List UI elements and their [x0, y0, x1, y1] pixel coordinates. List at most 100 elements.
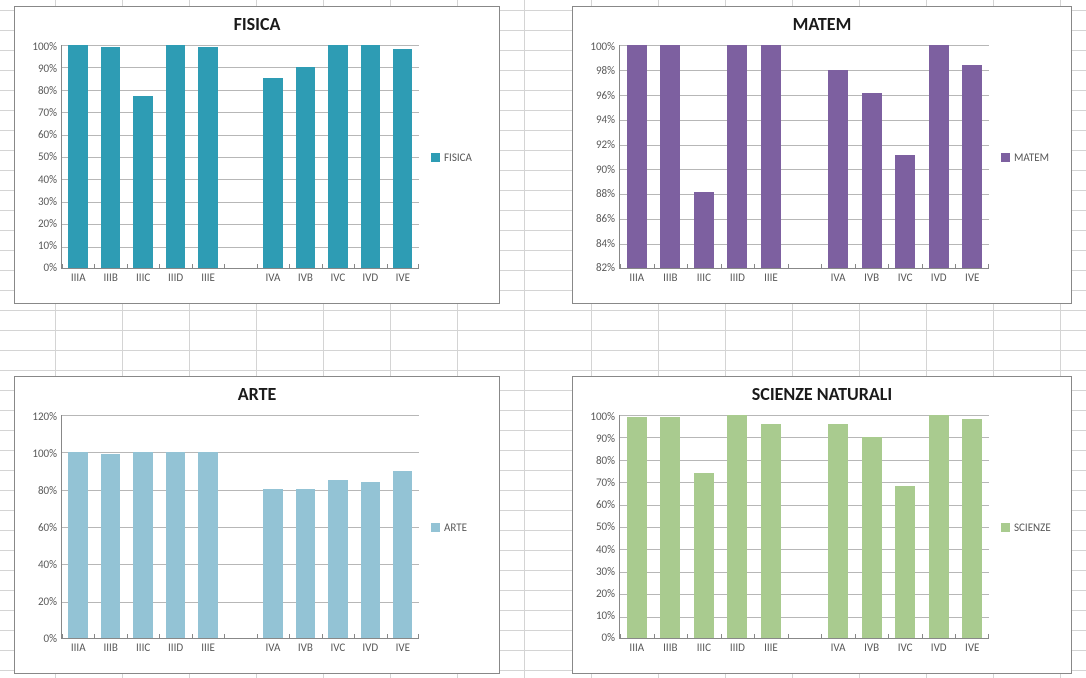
matem-chart: MATEM100%98%96%94%92%90%88%86%84%82%IIIA…	[572, 6, 1072, 304]
scienze-bar	[660, 417, 680, 638]
arte-bar-slot	[354, 415, 386, 638]
scienze-y-tick-label: 60%	[596, 498, 615, 511]
scienze-x-tick-label: IIIB	[654, 638, 688, 654]
fisica-y-tick-label: 100%	[32, 40, 57, 53]
arte-bar-slot	[257, 415, 289, 638]
fisica-y-tick-label: 60%	[38, 128, 57, 141]
scienze-bar-slot	[721, 415, 755, 638]
fisica-y-tick-label: 20%	[38, 217, 57, 230]
fisica-y-tick-label: 50%	[38, 150, 57, 163]
scienze-y-tick-label: 40%	[596, 543, 615, 556]
fisica-bars	[62, 45, 419, 268]
matem-bar-slot	[821, 45, 855, 268]
arte-plot-area: IIIAIIIBIIICIIIDIIIEIVAIVBIVCIVDIVE	[61, 415, 419, 639]
fisica-x-tick-label: IIIE	[192, 268, 224, 284]
arte-bar	[328, 480, 347, 638]
fisica-bar-slot	[224, 45, 256, 268]
arte-bar	[68, 452, 87, 638]
arte-bars	[62, 415, 419, 638]
arte-y-tick-label: 100%	[32, 447, 57, 460]
fisica-bar	[68, 45, 87, 268]
arte-y-tick-label: 0%	[44, 632, 57, 645]
scienze-bar-slot	[788, 415, 822, 638]
arte-y-axis: 120%100%80%60%40%20%0%	[23, 410, 61, 645]
fisica-x-tick-label: IIIA	[62, 268, 94, 284]
matem-bar	[962, 65, 982, 268]
matem-chart-title: MATEM	[573, 13, 1071, 35]
matem-plot-wrap: 100%98%96%94%92%90%88%86%84%82%IIIAIIIBI…	[581, 45, 989, 269]
matem-x-tick-label: IVA	[821, 268, 855, 284]
fisica-legend: FISICA	[431, 151, 472, 164]
scienze-x-tick-label: IIID	[721, 638, 755, 654]
scienze-y-tick-label: 0%	[602, 631, 615, 644]
arte-chart-title: ARTE	[15, 383, 499, 405]
matem-x-tick-label: IIIA	[620, 268, 654, 284]
fisica-bar	[166, 45, 185, 268]
fisica-x-tick-label: IVE	[387, 268, 419, 284]
matem-x-tick-label: IIIC	[687, 268, 721, 284]
scienze-x-tick-label: IIIE	[754, 638, 788, 654]
matem-legend-label: MATEM	[1014, 151, 1049, 164]
fisica-bar	[101, 47, 120, 268]
matem-bars	[620, 45, 989, 268]
fisica-bar-slot	[257, 45, 289, 268]
fisica-legend-label: FISICA	[444, 151, 472, 164]
arte-bar	[263, 489, 282, 638]
arte-bar-slot	[289, 415, 321, 638]
scienze-bar	[828, 424, 848, 638]
matem-y-tick-label: 88%	[596, 187, 615, 200]
matem-y-tick-label: 94%	[596, 113, 615, 126]
fisica-y-tick-label: 0%	[44, 261, 57, 274]
fisica-x-tick-label	[224, 268, 256, 284]
matem-bar-slot	[754, 45, 788, 268]
fisica-chart-title: FISICA	[15, 13, 499, 35]
scienze-legend-swatch	[1001, 523, 1010, 532]
scienze-bar-slot	[821, 415, 855, 638]
fisica-bar	[263, 78, 282, 268]
fisica-legend-swatch	[431, 153, 440, 162]
scienze-y-tick-label: 30%	[596, 565, 615, 578]
arte-legend-swatch	[431, 523, 440, 532]
matem-chart-body: 100%98%96%94%92%90%88%86%84%82%IIIAIIIBI…	[581, 45, 1063, 269]
arte-bar	[101, 454, 120, 638]
arte-legend: ARTE	[431, 521, 467, 534]
arte-bar	[133, 452, 152, 638]
matem-x-tick-label: IVB	[855, 268, 889, 284]
fisica-plot-area: IIIAIIIBIIICIIIDIIIEIVAIVBIVCIVDIVE	[61, 45, 419, 269]
arte-x-tick-label: IVB	[289, 638, 321, 654]
scienze-plot-wrap: 100%90%80%70%60%50%40%30%20%10%0%IIIAIII…	[581, 415, 989, 639]
scienze-y-tick-label: 10%	[596, 609, 615, 622]
matem-bar-slot	[888, 45, 922, 268]
fisica-bar-slot	[322, 45, 354, 268]
matem-y-tick-label: 86%	[596, 212, 615, 225]
scienze-x-tick-label: IVB	[855, 638, 889, 654]
arte-chart-body: 120%100%80%60%40%20%0%IIIAIIIBIIICIIIDII…	[23, 415, 491, 639]
fisica-x-tick-label: IVA	[257, 268, 289, 284]
scienze-y-tick-label: 100%	[590, 410, 615, 423]
arte-x-axis: IIIAIIIBIIICIIIDIIIEIVAIVBIVCIVDIVE	[62, 638, 419, 654]
scienze-x-tick-label: IVA	[821, 638, 855, 654]
matem-y-axis: 100%98%96%94%92%90%88%86%84%82%	[581, 40, 619, 275]
scienze-chart-title: SCIENZE NATURALI	[573, 383, 1071, 405]
matem-x-tick-label: IIIE	[754, 268, 788, 284]
arte-bar-slot	[387, 415, 419, 638]
arte-y-tick-label: 20%	[38, 595, 57, 608]
matem-bar-slot	[955, 45, 989, 268]
fisica-bar	[393, 49, 412, 268]
scienze-bar-slot	[922, 415, 956, 638]
fisica-chart-body: 100%90%80%70%60%50%40%30%20%10%0%IIIAIII…	[23, 45, 491, 269]
arte-x-tick-label: IIIB	[94, 638, 126, 654]
matem-y-tick-label: 84%	[596, 237, 615, 250]
scienze-bar	[761, 424, 781, 638]
matem-bar	[660, 45, 680, 268]
scienze-x-tick-label: IIIC	[687, 638, 721, 654]
arte-y-tick-label: 80%	[38, 484, 57, 497]
arte-bar-slot	[224, 415, 256, 638]
matem-legend-swatch	[1001, 153, 1010, 162]
arte-bar	[166, 452, 185, 638]
arte-bar-slot	[192, 415, 224, 638]
arte-bar	[198, 452, 217, 638]
arte-bar-slot	[94, 415, 126, 638]
fisica-y-tick-label: 90%	[38, 62, 57, 75]
fisica-bar-slot	[159, 45, 191, 268]
